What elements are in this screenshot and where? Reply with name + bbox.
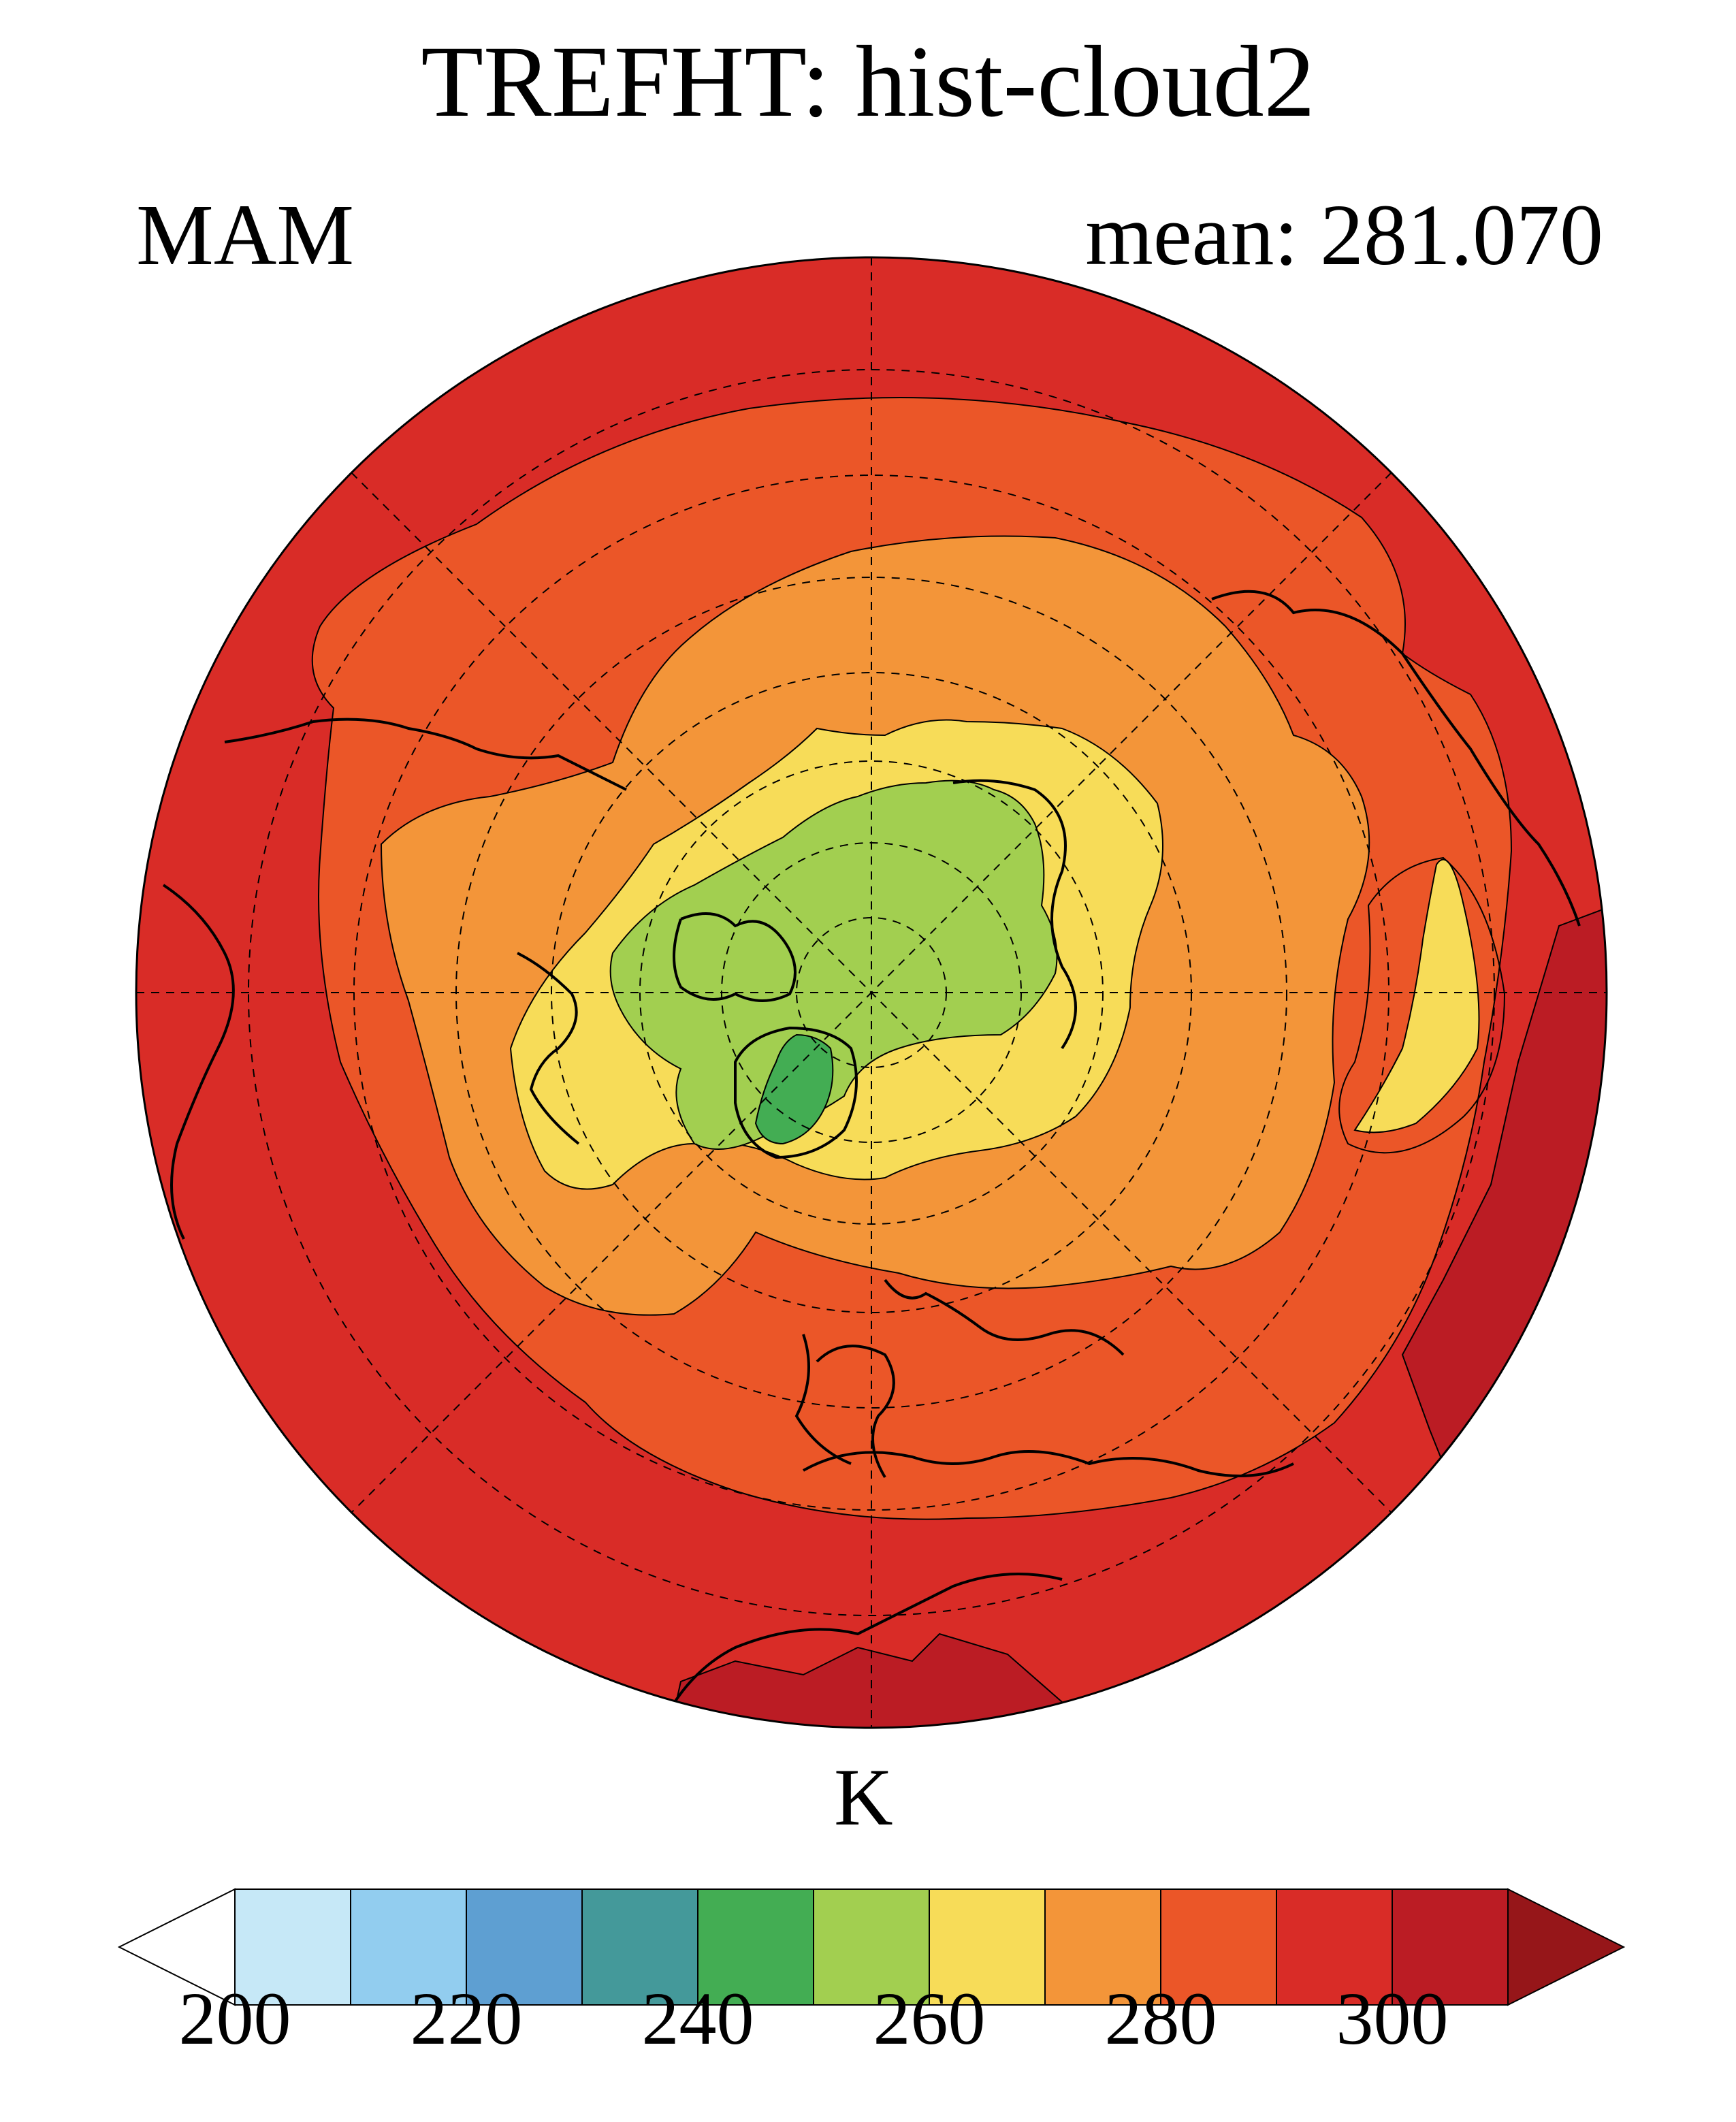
band-260-270-tibet <box>1353 858 1480 1134</box>
colorbar-box <box>581 1888 698 2006</box>
coast-alaska <box>224 718 627 791</box>
season-label: MAM <box>136 187 355 283</box>
coast-greenland <box>734 1026 858 1159</box>
colorbar-tick-label: 280 <box>1104 1977 1217 2060</box>
plot-title: TREFHT: hist-cloud2 <box>421 25 1315 138</box>
colorbar-box <box>1044 1888 1161 2006</box>
band-240-250-greenland <box>754 1033 834 1145</box>
coast-siberia <box>952 779 1077 1050</box>
coast-canada <box>517 952 580 1145</box>
coast-west-america <box>162 884 235 1240</box>
band-270-280-tibet-ring <box>1338 856 1506 1154</box>
colorbar-box <box>466 1888 583 2006</box>
colorbar-box <box>350 1888 467 2006</box>
coast-africa <box>652 1573 1063 1728</box>
latitude-circle-20 <box>248 369 1495 1616</box>
colorbar-box <box>234 1888 351 2006</box>
colorbar-tick-label: 260 <box>873 1977 986 2060</box>
colorbar-box <box>1392 1888 1509 2006</box>
coast-asia-east <box>1211 590 1581 927</box>
coast-north-america-east <box>816 1345 895 1479</box>
colorbar-box <box>1276 1888 1393 2006</box>
colorbar-tick-label: 200 <box>178 1977 291 2060</box>
colorbar-over-triangle <box>1507 1888 1626 2006</box>
meridian-135 <box>351 472 1392 1513</box>
coast-arctic-islands <box>673 912 797 1002</box>
mean-label: mean: 281.070 <box>1085 187 1603 283</box>
colorbar-box <box>697 1888 814 2006</box>
coast-mediterranean <box>803 1450 1294 1477</box>
colorbar-box <box>1160 1888 1277 2006</box>
coast-europe <box>794 1279 1125 1465</box>
colorbar-tick-label: 300 <box>1336 1977 1449 2060</box>
band-250-260 <box>609 779 1058 1150</box>
graticule <box>136 257 1607 1728</box>
coastlines <box>162 590 1581 1728</box>
colorbar-box <box>813 1888 930 2006</box>
colorbar-boxes <box>117 1888 1626 2006</box>
colorbar-tick-label: 220 <box>410 1977 523 2060</box>
colorbar-tick-label: 240 <box>641 1977 754 2060</box>
map-boundary <box>135 256 1608 1729</box>
colorbar-box <box>929 1888 1046 2006</box>
units-label: K <box>834 1752 893 1842</box>
